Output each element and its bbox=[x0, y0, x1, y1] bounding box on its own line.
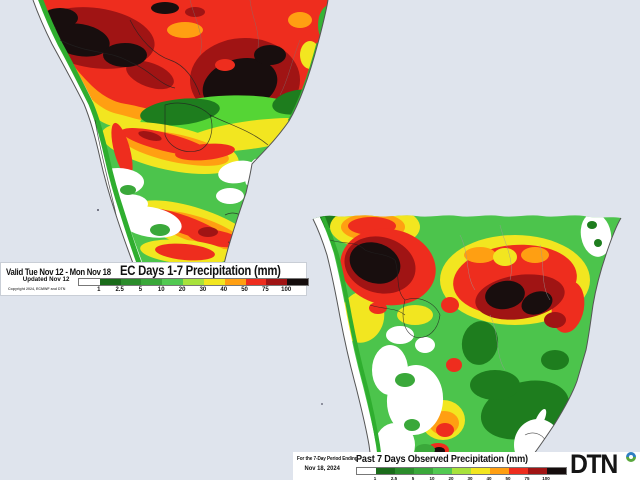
dtn-globe-icon bbox=[626, 452, 636, 462]
color-scale-bar bbox=[356, 467, 567, 475]
dtn-logo-text: DTN bbox=[570, 449, 618, 479]
observed-legend-strip: For the 7-Day Period Ending Nov 18, 2024… bbox=[293, 449, 640, 480]
period-ending-label: For the 7-Day Period Ending bbox=[297, 456, 358, 462]
forecast-legend: Valid Tue Nov 12 - Mon Nov 18 EC Days 1-… bbox=[0, 262, 309, 296]
updated-text: Updated Nov 12 bbox=[22, 276, 70, 283]
dtn-logo: DTN bbox=[570, 449, 636, 480]
color-scale-bar bbox=[78, 278, 309, 286]
observed-title: Past 7 Days Observed Precipitation (mm) bbox=[356, 453, 528, 465]
color-scale-tick-labels: 1 2.5 5 10 20 30 40 50 75 100 bbox=[97, 287, 292, 293]
island-dot bbox=[97, 209, 99, 211]
island-dot bbox=[321, 403, 323, 405]
forecast-color-scale: 1 2.5 5 10 20 30 40 50 75 100 bbox=[78, 278, 309, 294]
forecast-precipitation-map bbox=[32, 0, 329, 296]
forecast-title: EC Days 1-7 Precipitation (mm) bbox=[120, 263, 281, 278]
observed-color-scale: 1 2.5 5 10 20 30 40 50 75 100 bbox=[356, 467, 567, 480]
period-ending-date: Nov 18, 2024 bbox=[304, 465, 340, 472]
copyright-text: Copyright 2024, ECMWF and DTN bbox=[8, 286, 66, 291]
valid-period-text: Valid Tue Nov 12 - Mon Nov 18 bbox=[6, 267, 111, 278]
observed-precipitation-map bbox=[312, 215, 622, 480]
color-scale-tick-labels: 1 2.5 5 10 20 30 40 50 75 100 bbox=[373, 476, 550, 480]
